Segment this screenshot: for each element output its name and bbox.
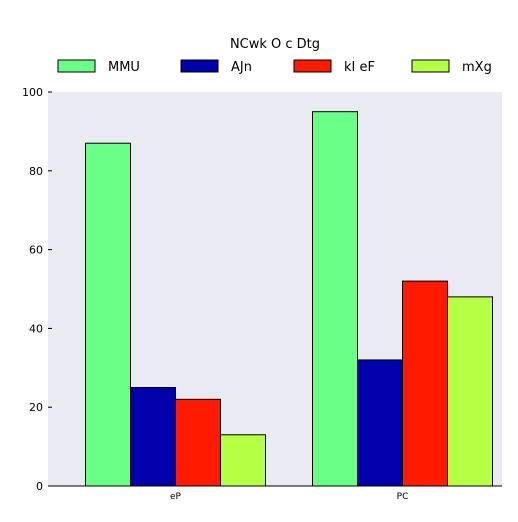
bar-MMU-PC bbox=[312, 111, 358, 487]
legend-label-mXg: mXg bbox=[462, 60, 492, 75]
bar-AJn-eP bbox=[130, 387, 176, 487]
x-tick-label: eP bbox=[170, 492, 182, 502]
legend-swatch-kI-eF bbox=[293, 59, 332, 73]
legend-title: NCwk O c Dtg bbox=[230, 37, 320, 52]
y-tick-label: 20 bbox=[29, 401, 43, 414]
y-tick-label: 80 bbox=[29, 165, 43, 178]
x-tick-label: PC bbox=[397, 492, 409, 502]
legend-label-MMU: MMU bbox=[108, 60, 140, 75]
bar-kI-eF-eP bbox=[175, 398, 221, 487]
legend-swatch-AJn bbox=[180, 59, 219, 73]
y-tick-label: 60 bbox=[29, 244, 43, 257]
y-tick-label: 100 bbox=[22, 86, 43, 99]
y-tick-label: 40 bbox=[29, 322, 43, 335]
legend-label-kI-eF: kI eF bbox=[344, 60, 375, 75]
bar-mXg-eP bbox=[220, 434, 266, 487]
y-tick-label: 0 bbox=[36, 480, 43, 493]
bar-MMU-eP bbox=[85, 142, 131, 487]
legend-label-AJn: AJn bbox=[231, 60, 252, 75]
bar-AJn-PC bbox=[357, 359, 403, 487]
legend-swatch-mXg bbox=[411, 59, 450, 73]
bar-kI-eF-PC bbox=[402, 280, 448, 487]
bar-mXg-PC bbox=[447, 296, 493, 487]
legend-swatch-MMU bbox=[57, 59, 96, 73]
